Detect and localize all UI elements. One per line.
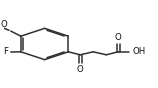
Text: O: O	[77, 65, 84, 74]
Text: O: O	[1, 20, 8, 29]
Text: F: F	[3, 48, 8, 56]
Text: OH: OH	[132, 47, 146, 56]
Text: O: O	[115, 33, 122, 42]
